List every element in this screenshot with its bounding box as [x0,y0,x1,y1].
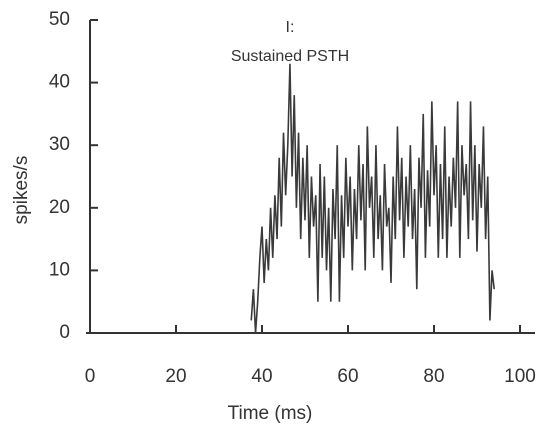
y-tick-label: 20 [49,197,70,218]
data-line [250,63,495,334]
chart-subtitle: Sustained PSTH [231,48,349,65]
y-tick-label: 50 [49,9,70,30]
x-axis-label: Time (ms) [228,403,313,424]
y-tick-label: 0 [59,322,70,343]
chart-title: I: [286,19,295,36]
x-tick-label: 60 [337,366,358,387]
x-tick-label: 0 [85,366,96,387]
x-tick-label: 100 [504,366,536,387]
y-tick-label: 40 [49,72,70,93]
x-tick-label: 40 [251,366,272,387]
y-axis-label: spikes/s [11,156,32,225]
y-tick-label: 30 [49,134,70,155]
x-tick-label: 20 [165,366,186,387]
x-tick-label: 80 [423,366,444,387]
y-tick-label: 10 [49,259,70,280]
